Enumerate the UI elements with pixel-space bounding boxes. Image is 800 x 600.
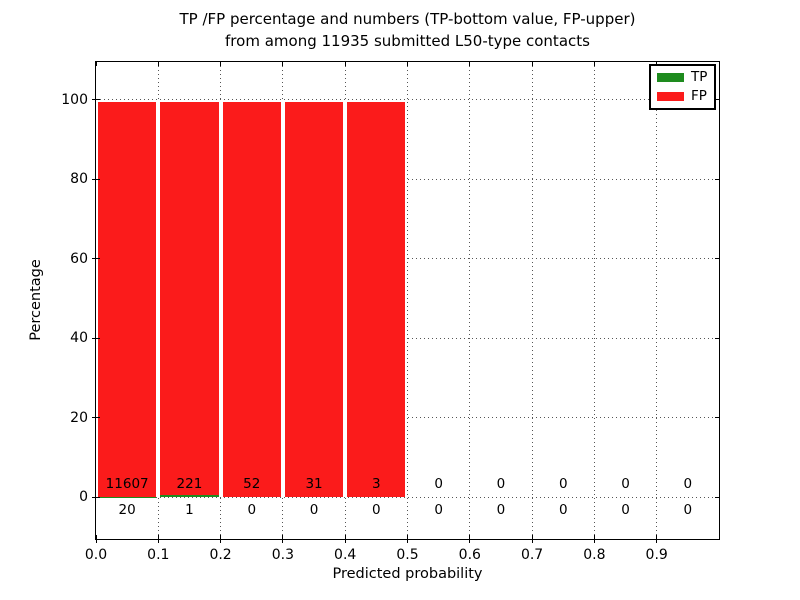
tp-count-label: 0: [309, 502, 319, 518]
tp-count-label: 0: [247, 502, 257, 518]
fp-count-label: 0: [621, 476, 630, 492]
y-tick: [92, 337, 100, 339]
x-tick: [469, 535, 471, 543]
fp-count-label: 3: [372, 476, 381, 492]
x-tick-label: 0.5: [396, 547, 419, 563]
fp-bar: [158, 99, 221, 496]
fp-bar: [282, 99, 346, 498]
x-tick-label: 0.2: [209, 547, 232, 563]
y-tick-right: [715, 496, 719, 498]
x-tick-label: 0.6: [458, 547, 481, 563]
tp-count-label: 20: [118, 502, 136, 518]
tp-count-label: 1: [185, 502, 194, 518]
fp-count-label: 0: [496, 476, 506, 492]
x-tick-label: 0.1: [147, 547, 170, 563]
x-tick-label: 0.4: [334, 547, 357, 563]
y-axis-label: Percentage: [28, 259, 44, 341]
legend-item-fp: FP: [657, 87, 714, 104]
y-tick-right: [715, 258, 719, 260]
x-tick: [220, 535, 222, 543]
fp-count-label: 11607: [105, 476, 149, 492]
x-tick-top: [407, 62, 408, 66]
tp-count-label: 0: [372, 502, 381, 518]
x-tick-top: [157, 62, 159, 66]
gridline-v: [656, 62, 658, 539]
x-tick-top: [344, 62, 346, 66]
x-tick-top: [220, 62, 222, 66]
y-tick: [92, 496, 100, 498]
gridline-v: [407, 62, 408, 539]
x-tick-top: [593, 62, 595, 66]
chart-title-line-2: from among 11935 submitted L50-type cont…: [225, 32, 590, 50]
x-tick: [282, 535, 284, 543]
y-tick-label: 40: [70, 330, 88, 347]
y-tick-right: [715, 99, 719, 101]
legend-item-tp: TP: [657, 71, 714, 84]
fp-legend-swatch-icon: [657, 91, 684, 101]
chart-title-line-1: TP /FP percentage and numbers (TP-bottom…: [179, 10, 636, 28]
x-tick: [157, 535, 159, 543]
y-tick-right: [715, 178, 719, 180]
x-tick-label: 0.0: [84, 547, 108, 563]
y-tick-label: 100: [61, 91, 88, 108]
tp-count-label: 0: [683, 502, 693, 518]
y-tick-right: [715, 337, 719, 339]
tp-legend-label: TP: [691, 69, 708, 86]
tp-count-label: 0: [434, 502, 443, 518]
fp-count-label: 221: [176, 476, 203, 492]
x-tick-top: [95, 62, 97, 66]
y-tick: [92, 178, 100, 180]
x-tick-label: 0.8: [583, 547, 606, 563]
tp-count-label: 0: [558, 502, 568, 518]
x-tick: [344, 535, 346, 543]
fp-bar: [345, 99, 408, 498]
x-tick: [407, 535, 408, 543]
y-tick-label: 0: [79, 489, 88, 506]
y-tick: [92, 258, 100, 260]
x-tick-top: [282, 62, 284, 66]
x-axis-label: Predicted probability: [332, 566, 483, 582]
y-tick-label: 20: [70, 409, 88, 426]
tp-bar: [160, 495, 219, 498]
fp-count-label: 0: [434, 476, 443, 492]
fp-legend-label: FP: [691, 87, 707, 104]
fp-count-label: 0: [558, 476, 568, 492]
legend: TP FP: [649, 64, 716, 110]
y-tick-label: 80: [70, 171, 88, 188]
tp-legend-swatch-icon: [657, 73, 684, 83]
x-tick: [656, 535, 658, 543]
x-tick-top: [469, 62, 471, 66]
x-tick-label: 0.3: [271, 547, 295, 563]
x-tick-label: 0.7: [520, 547, 544, 563]
fp-count-label: 52: [243, 476, 261, 492]
y-tick-label: 60: [70, 250, 88, 267]
x-tick: [531, 535, 533, 543]
x-tick-label: 0.9: [645, 547, 668, 563]
tp-count-label: 0: [621, 502, 630, 518]
gridline-v: [593, 62, 595, 539]
y-tick: [92, 417, 100, 419]
x-tick: [593, 535, 595, 543]
gridline-v: [469, 62, 471, 539]
fp-bar: [96, 99, 159, 497]
fp-bar: [220, 99, 283, 498]
gridline-v: [531, 62, 533, 539]
tp-count-label: 0: [496, 502, 506, 518]
x-tick: [95, 535, 97, 543]
x-tick-top: [531, 62, 533, 66]
y-tick: [92, 99, 100, 101]
y-tick-right: [715, 417, 719, 419]
fp-count-label: 0: [683, 476, 693, 492]
fp-count-label: 31: [305, 476, 323, 492]
tp-bar: [98, 496, 157, 498]
